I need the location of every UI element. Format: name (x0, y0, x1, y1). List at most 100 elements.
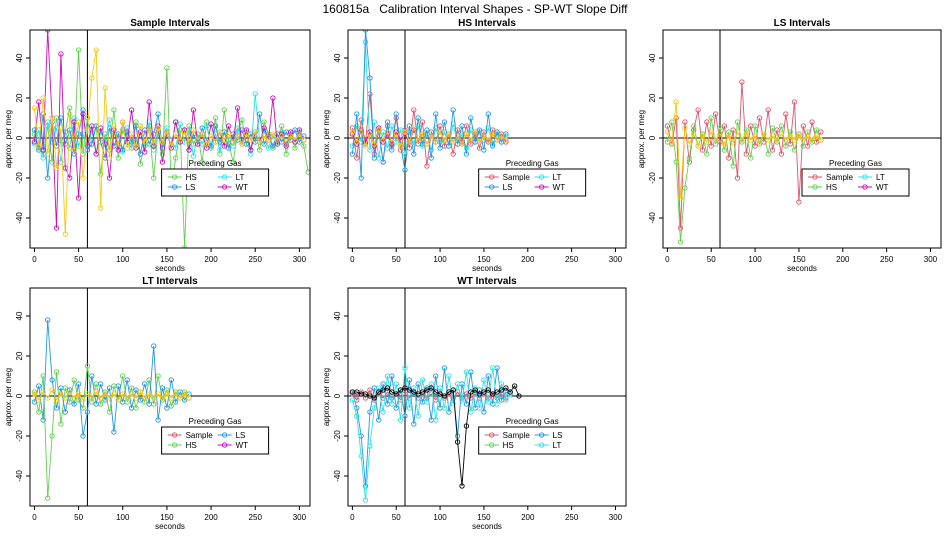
data-point (49, 433, 55, 439)
data-point (133, 387, 139, 393)
data-point (397, 417, 404, 423)
data-point (84, 127, 91, 133)
data-point (45, 151, 51, 157)
data-point (686, 141, 692, 147)
x-tick-label: 300 (924, 255, 938, 264)
data-point (31, 391, 38, 397)
data-point (234, 105, 241, 111)
panel-2: HS Intervals 0 50 100 150 200 250 300 -40 -20 0 20 4… (322, 18, 627, 273)
legend-swatch-point (489, 174, 495, 180)
data-point (173, 131, 179, 137)
data-point (441, 119, 448, 125)
data-point (468, 137, 474, 143)
data-point (89, 75, 95, 81)
data-point (380, 409, 386, 415)
data-point (726, 155, 732, 161)
data-point (411, 107, 417, 113)
x-tick-label: 300 (609, 513, 623, 522)
data-point (778, 123, 785, 129)
data-point (490, 365, 496, 371)
data-point (699, 147, 706, 153)
data-point (98, 205, 104, 211)
data-point (53, 369, 60, 375)
y-tick-label: -40 (648, 212, 657, 224)
data-point (389, 395, 395, 401)
data-point (84, 143, 91, 149)
data-point (120, 373, 126, 379)
data-point (419, 119, 426, 125)
data-point (419, 131, 426, 137)
data-point (155, 417, 161, 423)
x-tick-label: 200 (521, 513, 535, 522)
data-point (743, 131, 749, 137)
data-point (686, 155, 692, 161)
data-point (389, 139, 395, 145)
legend-entry-label: HS (826, 183, 837, 192)
data-point (380, 137, 386, 143)
legend-entry-label: LS (503, 183, 513, 192)
data-point (31, 399, 38, 405)
data-point (58, 421, 64, 427)
data-point (367, 131, 373, 137)
legend-swatch-point (489, 432, 495, 438)
data-point (133, 143, 139, 149)
data-point (349, 131, 356, 137)
data-point (58, 385, 64, 391)
data-point (270, 95, 276, 101)
data-point (354, 155, 360, 161)
data-point (415, 123, 421, 129)
data-point (115, 397, 121, 403)
x-tick-label: 300 (609, 255, 623, 264)
series-line-lt (351, 367, 511, 501)
legend-box (478, 168, 587, 197)
data-point (265, 145, 272, 151)
data-point (53, 405, 60, 411)
data-point (743, 151, 749, 157)
data-point (199, 125, 205, 131)
data-point (181, 129, 188, 135)
data-point (58, 125, 64, 131)
data-point (463, 145, 470, 151)
y-tick-label: -20 (15, 172, 24, 184)
data-point (75, 391, 82, 397)
data-point (84, 363, 91, 369)
data-point (67, 111, 73, 117)
data-point (98, 171, 104, 177)
legend-entry-label: WT (236, 183, 249, 192)
data-point (146, 99, 152, 105)
data-point (441, 405, 448, 411)
data-point (748, 137, 754, 143)
data-point (809, 119, 815, 125)
legend-entry-label: HS (186, 173, 197, 182)
data-point (36, 397, 42, 403)
y-tick-label: 0 (15, 393, 24, 398)
data-point (75, 381, 82, 387)
data-point (481, 389, 487, 395)
data-point (137, 151, 144, 157)
data-point (111, 107, 117, 113)
data-point (765, 107, 771, 113)
data-point (199, 159, 205, 165)
data-point (168, 143, 174, 149)
data-point (208, 143, 214, 149)
data-point (415, 381, 421, 387)
data-point (463, 423, 470, 429)
data-point (376, 417, 382, 423)
data-point (40, 95, 46, 101)
data-point (362, 483, 369, 489)
data-point (371, 395, 377, 401)
data-point (419, 377, 426, 383)
data-point (204, 123, 210, 129)
data-point (164, 129, 170, 135)
data-point (155, 125, 161, 131)
series-group (349, 365, 522, 503)
data-point (128, 107, 135, 113)
data-point (305, 169, 310, 175)
data-point (89, 395, 95, 401)
x-tick-label: 200 (204, 255, 218, 264)
data-point (151, 343, 157, 349)
data-point (75, 119, 82, 125)
legend-swatch-point (539, 432, 545, 438)
x-tick-label: 200 (836, 255, 850, 264)
data-point (287, 133, 294, 139)
